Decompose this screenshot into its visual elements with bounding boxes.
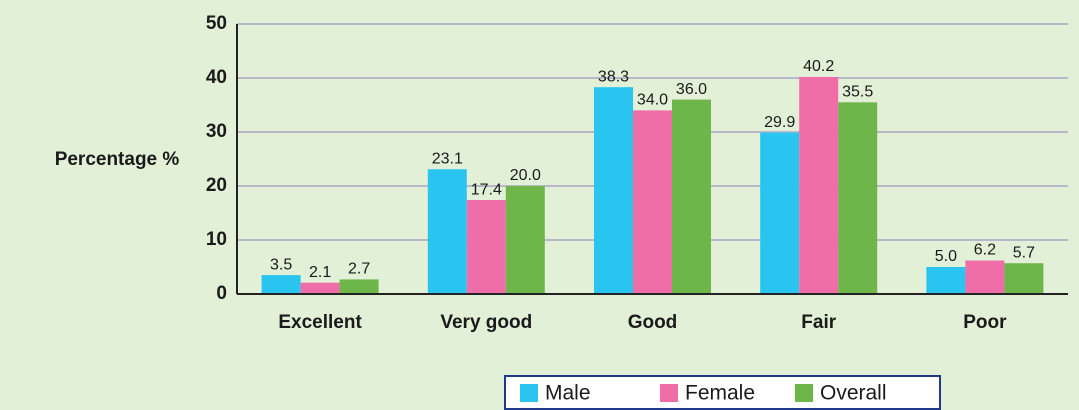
y-tick-label: 50	[206, 13, 227, 34]
value-label: 2.7	[348, 261, 370, 278]
bar	[427, 169, 467, 294]
bar	[633, 110, 672, 295]
x-tick-label: Fair	[801, 312, 836, 333]
y-tick-label: 20	[206, 175, 227, 196]
value-label: 23.1	[432, 150, 463, 167]
legend-swatch	[660, 384, 678, 402]
value-label: 36.0	[676, 81, 707, 98]
bar	[760, 132, 800, 294]
x-tick-label: Excellent	[278, 312, 362, 333]
value-label: 35.5	[842, 84, 873, 101]
y-tick-label: 30	[206, 121, 227, 142]
value-label: 29.9	[764, 114, 795, 131]
legend-swatch	[520, 384, 538, 402]
y-tick-label: 0	[216, 283, 227, 304]
x-tick-label: Good	[628, 312, 678, 333]
legend-label: Female	[685, 382, 755, 405]
y-tick-label: 10	[206, 229, 227, 250]
x-tick-label: Very good	[440, 312, 532, 333]
bar	[339, 279, 379, 294]
value-label: 6.2	[974, 242, 996, 259]
value-label: 20.0	[510, 167, 541, 184]
value-label: 2.1	[309, 264, 331, 281]
x-tick-label: Poor	[963, 312, 1007, 333]
legend-label: Male	[545, 382, 591, 405]
bar	[300, 282, 340, 294]
value-label: 5.7	[1013, 244, 1035, 261]
bar	[1004, 263, 1044, 294]
legend-box	[504, 375, 941, 410]
bar	[965, 260, 1005, 294]
value-label: 3.5	[270, 256, 292, 273]
value-label: 34.0	[637, 92, 668, 109]
bar	[672, 99, 711, 294]
y-tick-label: 40	[206, 67, 227, 88]
value-label: 38.3	[598, 68, 629, 85]
bar	[261, 275, 301, 294]
bar	[594, 87, 633, 295]
bar	[838, 102, 878, 294]
bar	[926, 267, 966, 294]
value-label: 40.2	[803, 58, 834, 75]
bar	[799, 76, 839, 294]
y-axis-label: Percentage %	[55, 149, 180, 170]
legend-swatch	[795, 384, 813, 402]
legend-label: Overall	[820, 382, 887, 405]
value-label: 5.0	[935, 248, 957, 265]
bar	[505, 186, 545, 294]
bar	[466, 200, 506, 294]
value-label: 17.4	[471, 181, 502, 198]
